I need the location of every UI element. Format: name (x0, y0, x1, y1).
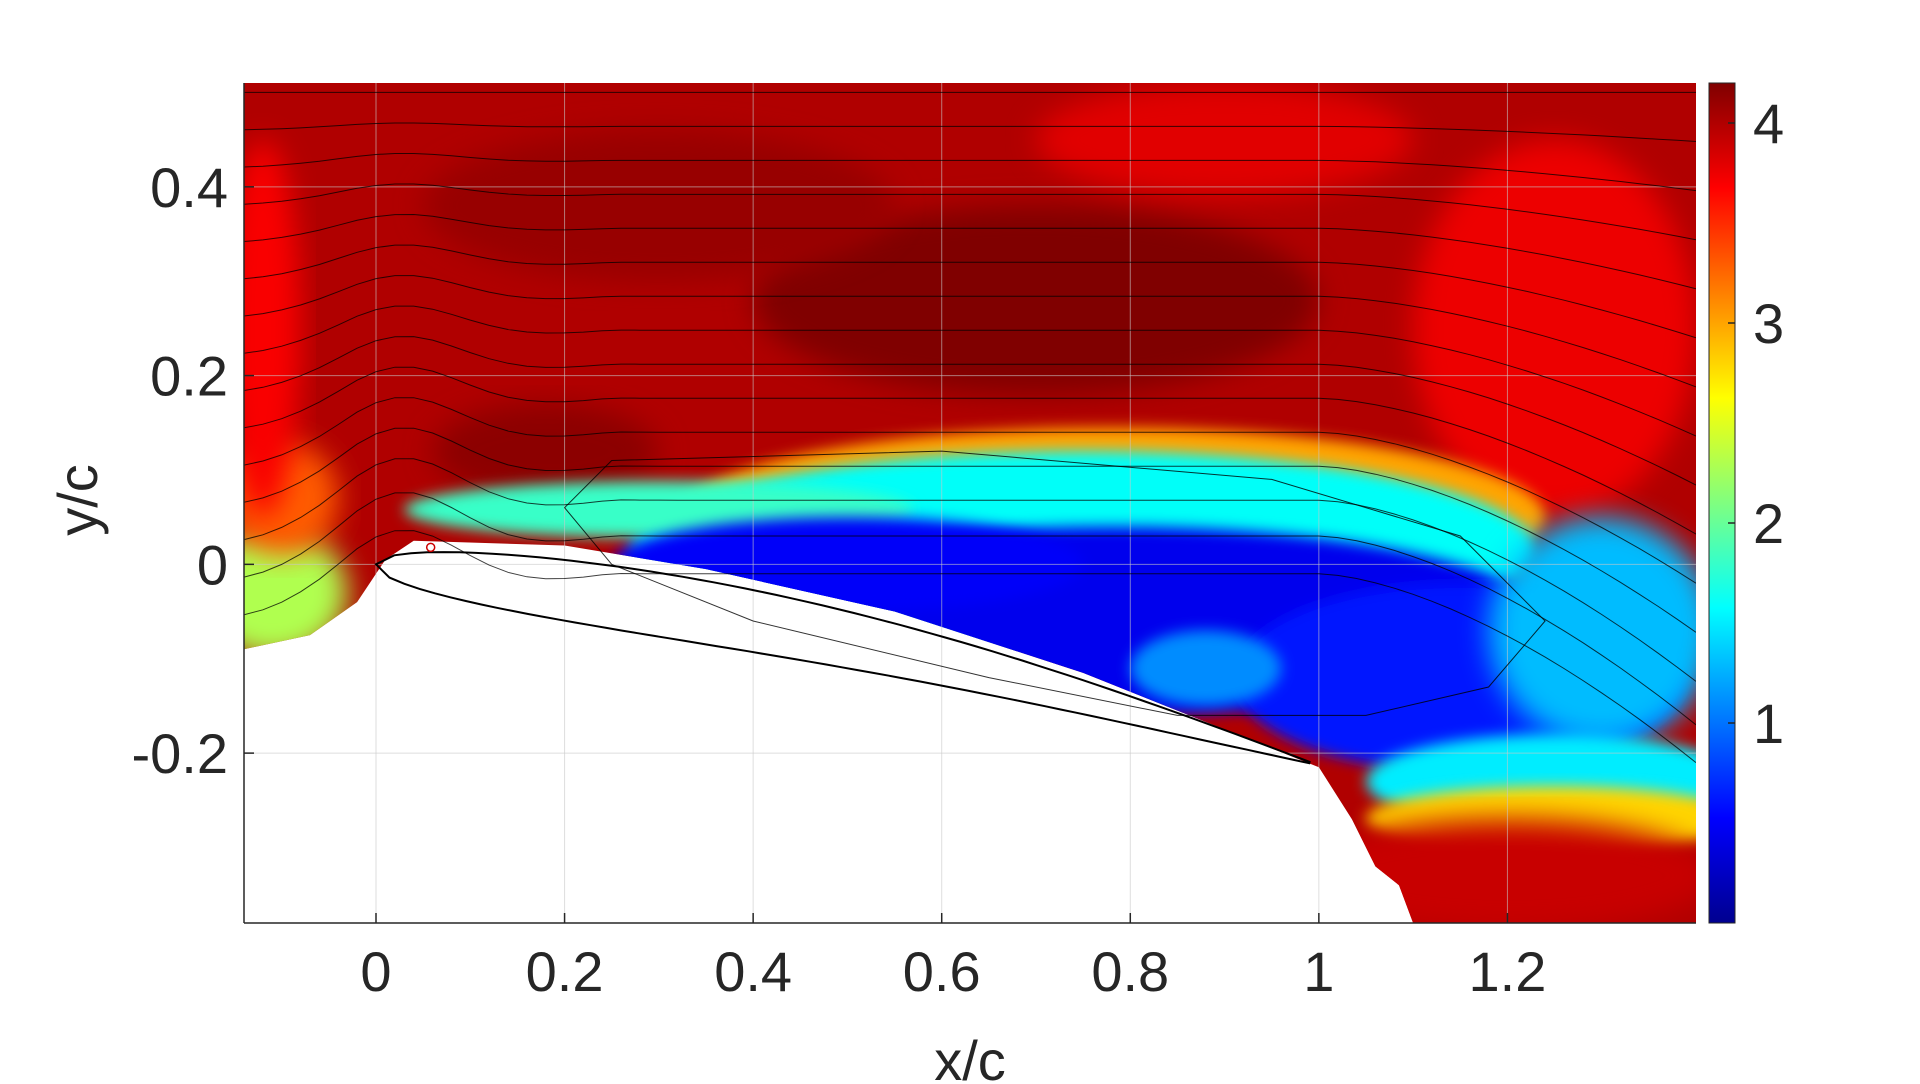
streamline (244, 458, 1696, 682)
field-patch (1413, 139, 1696, 518)
streamline (244, 244, 1696, 339)
streamlines (244, 91, 1696, 763)
streamline (244, 397, 1696, 584)
streamline (244, 492, 1696, 726)
field-patch (423, 130, 895, 282)
y-tick-label: 0.4 (150, 156, 228, 219)
field-patch (1130, 630, 1282, 706)
streamline (244, 183, 1696, 241)
field-patch (1036, 83, 1414, 197)
x-tick-label: 0.8 (1091, 940, 1169, 1003)
streamline (244, 122, 1696, 142)
colorbar-tick-label: 1 (1753, 692, 1784, 755)
streamline (244, 213, 1696, 290)
streamline (244, 530, 1696, 763)
y-axis-label: y/c (46, 464, 109, 536)
colorbar-tick-label: 2 (1753, 492, 1784, 555)
x-tick-label: 0.4 (714, 940, 792, 1003)
grid-lines (244, 83, 1696, 923)
plot-area: 0 0.2 0.4 0.6 0.8 1 1.2 -0.2 0 0.2 0.4 x/c y/c (46, 83, 1696, 1084)
y-tick-label: 0.2 (150, 345, 228, 408)
field-region (244, 83, 1696, 923)
x-axis-label: x/c (934, 1029, 1006, 1084)
streamline (244, 366, 1696, 535)
colorbar-tick-label: 3 (1753, 292, 1784, 355)
airfoil-outline (374, 551, 1311, 765)
field-patch (1488, 517, 1696, 744)
streamline (244, 275, 1696, 388)
field-patch (244, 526, 348, 659)
x-tick-label: 0.2 (526, 940, 604, 1003)
y-tick-label: -0.2 (132, 722, 229, 785)
axes (243, 83, 1696, 924)
streamline (244, 336, 1696, 486)
y-tick-label: 0 (197, 533, 228, 596)
streamline (244, 153, 1696, 192)
velocity-field (244, 83, 1696, 923)
y-tick-labels: -0.2 0 0.2 0.4 (132, 156, 254, 785)
x-tick-label: 0 (360, 940, 391, 1003)
colorbar-tick-label: 4 (1753, 92, 1784, 155)
streamline (244, 427, 1696, 633)
x-tick-label: 0.6 (903, 940, 981, 1003)
x-tick-labels: 0 0.2 0.4 0.6 0.8 1 1.2 (360, 913, 1546, 1003)
recirculation-streamline (563, 450, 1546, 716)
colorbar-gradient (1708, 82, 1736, 924)
field-patch (432, 403, 659, 499)
colorbar-ticks: 1 2 3 4 (1728, 92, 1784, 755)
x-tick-label: 1.2 (1468, 940, 1546, 1003)
colorbar: 1 2 3 4 (1708, 82, 1784, 924)
field-patch (753, 205, 1319, 395)
streamline (244, 305, 1696, 437)
x-tick-label: 1 (1303, 940, 1334, 1003)
leading-edge-marker (425, 542, 436, 553)
